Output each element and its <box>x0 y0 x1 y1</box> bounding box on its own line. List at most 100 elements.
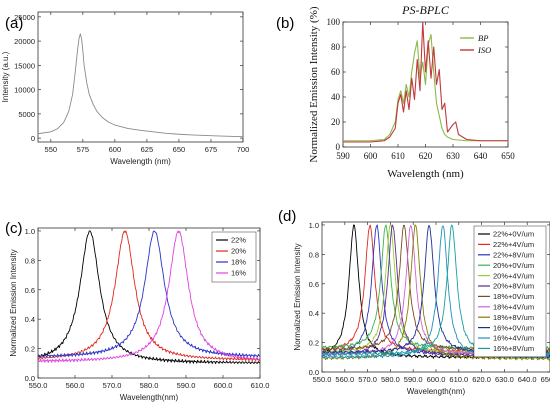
chart-title: PS-BPLC <box>401 3 450 17</box>
x-tick-label: 620.0 <box>472 375 491 384</box>
panel-label: (b) <box>276 15 294 32</box>
x-tick-label: 630.0 <box>495 375 514 384</box>
x-axis-label: Wavelength(nm) <box>407 387 466 396</box>
chart-panel-3: (c) 550.0 560.0 570.0 580.0 590.0 600.0 610.0 0.… <box>5 220 269 402</box>
y-tick-label: 15000 <box>14 61 35 70</box>
chart-panel-1: (a) 550 575 600 625 650 675 700 0 5000 10000 15000 2… <box>1 11 250 166</box>
x-tick-label: 570.0 <box>103 381 122 390</box>
legend-label: 16%+8V/um <box>493 344 534 353</box>
series-line <box>37 230 261 362</box>
y-tick-label: 0.6 <box>309 280 319 289</box>
x-tick-label: 560.0 <box>66 381 85 390</box>
y-tick-label: 0.8 <box>309 250 319 259</box>
legend-label: 22%+0V/um <box>493 230 534 239</box>
x-tick-label: 600.0 <box>214 381 233 390</box>
x-tick-label: 560.0 <box>335 375 354 384</box>
legend-label: 22% <box>231 236 246 245</box>
y-tick-label: 0.2 <box>25 345 35 354</box>
x-tick-label: 590.0 <box>177 381 196 390</box>
y-tick-label: 0.6 <box>25 286 35 295</box>
legend-label: 18%+4V/um <box>493 303 534 312</box>
y-tick-label: 0.0 <box>25 374 35 383</box>
legend-label: 20%+8V/um <box>493 282 534 291</box>
x-tick-label: 630 <box>446 151 460 161</box>
x-tick-label: 650.0 <box>541 375 550 384</box>
y-tick-label: 0 <box>336 142 341 152</box>
y-tick-label: 60 <box>331 67 341 77</box>
legend-label: 18% <box>231 258 246 267</box>
legend-label: 20% <box>231 247 246 256</box>
x-tick-label: 700 <box>237 145 250 154</box>
panel-label: (d) <box>278 208 296 225</box>
x-tick-label: 610.0 <box>251 381 270 390</box>
x-tick-label: 650 <box>501 151 515 161</box>
x-tick-label: 620 <box>419 151 433 161</box>
legend-label: 20%+4V/um <box>493 271 534 280</box>
x-tick-label: 590.0 <box>404 375 423 384</box>
series-line <box>37 33 244 138</box>
y-tick-label: 0.8 <box>25 256 35 265</box>
x-tick-label: 600 <box>364 151 378 161</box>
x-tick-label: 580.0 <box>140 381 159 390</box>
series-line <box>321 225 550 360</box>
legend-label: 16%+0V/um <box>493 323 534 332</box>
x-tick-label: 580.0 <box>381 375 400 384</box>
x-tick-label: 650 <box>173 145 186 154</box>
y-tick-label: 1.0 <box>25 227 35 236</box>
x-tick-label: 600 <box>109 145 122 154</box>
y-tick-label: 5000 <box>18 110 35 119</box>
y-tick-label: 20 <box>331 117 341 127</box>
x-tick-label: 575 <box>77 145 90 154</box>
y-tick-label: 20000 <box>14 37 35 46</box>
x-axis-label: Wavelength(nm) <box>120 393 179 402</box>
x-tick-label: 570.0 <box>358 375 377 384</box>
y-tick-label: 80 <box>331 42 341 52</box>
legend-label: 22%+4V/um <box>493 240 534 249</box>
y-tick-label: 0 <box>31 134 35 143</box>
legend-label: 20%+0V/um <box>493 261 534 270</box>
y-tick-label: 0.4 <box>25 315 35 324</box>
y-axis-label: Normalized Emission Intensity <box>293 243 302 350</box>
x-axis-label: Wavelength (nm) <box>387 168 464 180</box>
y-tick-label: 0.4 <box>309 309 319 318</box>
x-tick-label: 610.0 <box>449 375 468 384</box>
x-tick-label: 640 <box>474 151 488 161</box>
x-tick-label: 640.0 <box>518 375 537 384</box>
x-tick-label: 610 <box>391 151 405 161</box>
x-tick-label: 590 <box>336 151 350 161</box>
panel-label: (c) <box>5 220 23 237</box>
y-axis-label: Intensity (a.u.) <box>1 51 10 102</box>
legend-label: 18%+8V/um <box>493 313 534 322</box>
y-tick-label: 1.0 <box>309 221 319 230</box>
x-tick-label: 600.0 <box>427 375 446 384</box>
legend-label: 18%+0V/um <box>493 292 534 301</box>
y-axis-label: Normalized Emission Intensity (%) <box>308 6 320 162</box>
legend-label: ISO <box>477 45 491 55</box>
series-line <box>343 21 508 143</box>
x-axis-label: Wavelength (nm) <box>110 157 171 166</box>
chart-panel-2: (b) 590 600 610 620 630 640 650 0 20 40 60 80 100 Wave… <box>276 3 515 180</box>
panel-label: (a) <box>5 15 23 32</box>
y-tick-label: 40 <box>331 92 341 102</box>
y-tick-label: 100 <box>327 17 341 27</box>
x-tick-label: 675 <box>205 145 218 154</box>
plot-frame <box>37 11 244 143</box>
legend-box <box>473 225 547 358</box>
y-tick-label: 10000 <box>14 86 35 95</box>
x-tick-label: 550.0 <box>29 381 48 390</box>
y-tick-label: 25000 <box>14 13 35 22</box>
legend-label: 16% <box>231 269 246 278</box>
legend-label: 22%+8V/um <box>493 251 534 260</box>
y-tick-label: 0.0 <box>309 368 319 377</box>
legend-label: BP <box>478 33 488 43</box>
x-tick-label: 550 <box>45 145 58 154</box>
y-tick-label: 0.2 <box>309 339 319 348</box>
series-line <box>37 230 261 365</box>
series-line <box>37 230 261 363</box>
x-tick-label: 625 <box>141 145 154 154</box>
chart-panel-4: (d) 550.0 560.0 570.0 580.0 590.0 600.0 610.0 62… <box>278 208 550 396</box>
x-tick-label: 550.0 <box>313 375 332 384</box>
legend-label: 16%+4V/um <box>493 334 534 343</box>
y-axis-label: Normalized Emission Intensity <box>9 249 18 356</box>
